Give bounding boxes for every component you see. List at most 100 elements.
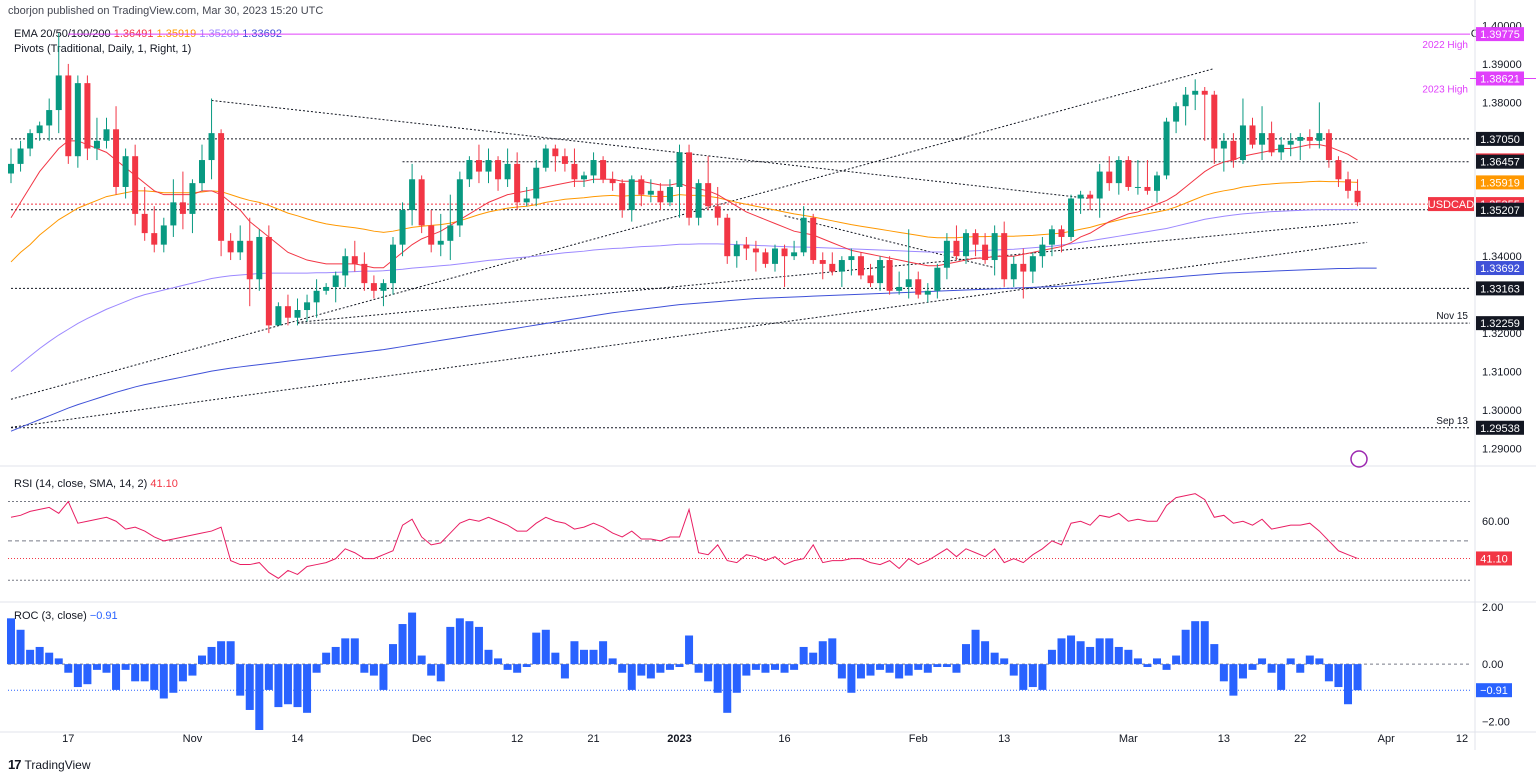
roc-bar bbox=[933, 664, 942, 667]
candle bbox=[953, 225, 960, 261]
roc-bar bbox=[580, 649, 588, 665]
roc-bar bbox=[83, 664, 92, 685]
roc-bar bbox=[1047, 649, 1056, 665]
candle bbox=[600, 156, 607, 184]
candle-body bbox=[170, 202, 177, 226]
candle bbox=[571, 148, 578, 187]
candle bbox=[351, 240, 358, 272]
candle-body bbox=[275, 306, 282, 326]
candle-body bbox=[1001, 233, 1008, 280]
candle bbox=[1020, 248, 1027, 299]
candle-body bbox=[609, 179, 616, 184]
roc-bar bbox=[665, 664, 674, 670]
candle-body bbox=[409, 179, 416, 211]
candle bbox=[886, 256, 893, 295]
footer-brand[interactable]: 17 TradingView bbox=[8, 757, 91, 772]
candle bbox=[55, 33, 62, 134]
rsi-label: RSI (14, close, SMA, 14, 2) bbox=[14, 478, 148, 490]
candle bbox=[1325, 129, 1332, 168]
roc-bar bbox=[398, 624, 407, 665]
roc-bar bbox=[885, 664, 894, 673]
candle-body bbox=[1249, 125, 1256, 145]
candle bbox=[934, 263, 941, 299]
candle bbox=[113, 106, 120, 195]
rsi-legend[interactable]: RSI (14, close, SMA, 14, 2) 41.10 bbox=[14, 478, 178, 490]
candle-body bbox=[323, 286, 330, 291]
roc-bar bbox=[264, 664, 273, 690]
price-tag-label: 1.32259 bbox=[1480, 318, 1520, 330]
price-tag-label: 1.35207 bbox=[1480, 205, 1520, 217]
roc-bar bbox=[1191, 621, 1200, 665]
candle bbox=[141, 186, 148, 241]
candle-body bbox=[1201, 90, 1208, 95]
candle bbox=[676, 144, 683, 218]
candle bbox=[647, 179, 654, 203]
candle-body bbox=[1325, 133, 1332, 161]
candle bbox=[857, 252, 864, 280]
candle-body bbox=[772, 248, 778, 264]
candle-body bbox=[237, 240, 244, 253]
candle bbox=[132, 144, 139, 226]
roc-bar bbox=[704, 664, 713, 682]
roc-bar bbox=[159, 664, 168, 699]
candle bbox=[74, 75, 81, 168]
candle bbox=[1182, 86, 1189, 126]
candle bbox=[943, 233, 950, 280]
roc-bar bbox=[283, 664, 292, 705]
price-tag-bg bbox=[1476, 71, 1524, 86]
level-annotation: Nov 15 bbox=[1436, 311, 1468, 322]
candle bbox=[304, 294, 311, 322]
roc-bar bbox=[847, 664, 856, 693]
time-tick-label: 17 bbox=[62, 733, 74, 745]
candle-body bbox=[46, 110, 53, 126]
candle bbox=[390, 236, 396, 295]
rsi-value: 41.10 bbox=[150, 478, 178, 490]
price-tag: 1.35207 bbox=[1476, 202, 1524, 217]
candle-body bbox=[1354, 190, 1361, 203]
roc-bar bbox=[914, 664, 923, 670]
price-tag-label: 1.33692 bbox=[1480, 263, 1520, 275]
candle bbox=[323, 283, 330, 295]
roc-bar bbox=[331, 646, 340, 665]
ema200-line bbox=[10, 267, 1377, 432]
roc-bar bbox=[694, 664, 703, 673]
candle-body bbox=[103, 129, 110, 141]
roc-bar bbox=[532, 632, 541, 665]
roc-bar bbox=[522, 664, 531, 667]
time-tick-label: 21 bbox=[587, 733, 599, 745]
candle bbox=[1096, 163, 1103, 218]
roc-bar bbox=[360, 664, 369, 673]
candle bbox=[1048, 225, 1055, 257]
candle-body bbox=[1058, 229, 1065, 237]
roc-bar bbox=[7, 618, 15, 665]
candle-body bbox=[552, 148, 559, 157]
roc-bar bbox=[799, 646, 808, 665]
roc-bar bbox=[322, 652, 331, 665]
roc-legend[interactable]: ROC (3, close) −0.91 bbox=[14, 610, 118, 622]
candle-body bbox=[218, 133, 225, 241]
roc-bar bbox=[856, 664, 865, 679]
price-tick-label: 1.31000 bbox=[1482, 367, 1522, 379]
candle bbox=[561, 148, 568, 172]
candle-body bbox=[141, 213, 148, 234]
candle-body bbox=[819, 260, 826, 264]
roc-bar bbox=[790, 664, 799, 670]
roc-bar bbox=[685, 635, 694, 665]
candle-body bbox=[1134, 186, 1141, 188]
price-tag-label: 1.36457 bbox=[1480, 157, 1520, 169]
roc-bar bbox=[513, 664, 522, 673]
candle bbox=[800, 206, 807, 257]
roc-bar bbox=[169, 664, 178, 693]
price-tick-label: 1.32000 bbox=[1482, 328, 1522, 340]
roc-bar bbox=[140, 664, 149, 682]
candle bbox=[1087, 190, 1094, 211]
candle bbox=[695, 179, 702, 226]
candle bbox=[1297, 133, 1304, 161]
roc-bar bbox=[1105, 638, 1114, 665]
time-tick-label: Dec bbox=[412, 733, 432, 745]
roc-bar bbox=[1210, 644, 1219, 665]
candle bbox=[361, 252, 368, 291]
candle-body bbox=[743, 244, 750, 249]
candle-body bbox=[1039, 244, 1046, 257]
